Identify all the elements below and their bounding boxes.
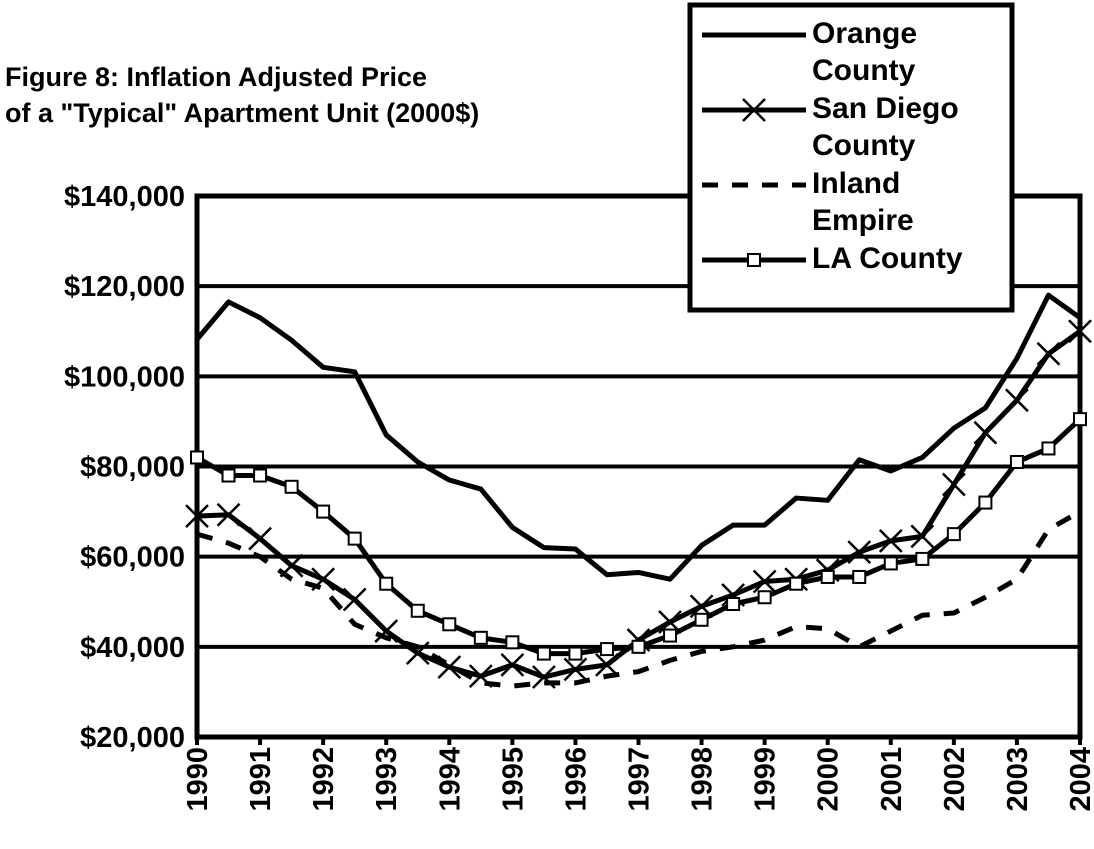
point-marker bbox=[973, 420, 998, 445]
point-marker bbox=[726, 597, 741, 612]
point-marker bbox=[883, 556, 898, 571]
point-marker bbox=[379, 576, 394, 591]
point-marker bbox=[789, 576, 804, 591]
y-tick-label: $20,000 bbox=[80, 722, 185, 754]
point-marker bbox=[216, 502, 241, 527]
point-marker bbox=[563, 657, 588, 682]
point-marker bbox=[342, 587, 367, 612]
x-tick-label: 1998 bbox=[687, 747, 719, 812]
point-marker bbox=[1009, 454, 1024, 469]
point-marker bbox=[190, 450, 204, 465]
point-marker bbox=[663, 628, 678, 643]
point-marker bbox=[694, 612, 709, 627]
x-tick-label: 2000 bbox=[813, 747, 845, 812]
x-tick-label: 1991 bbox=[245, 747, 277, 812]
legend-label: Inland Empire bbox=[812, 167, 914, 237]
y-tick-label: $80,000 bbox=[80, 452, 185, 484]
point-marker bbox=[568, 646, 583, 661]
point-marker bbox=[284, 479, 299, 494]
y-tick-label: $40,000 bbox=[80, 632, 185, 664]
point-marker bbox=[878, 529, 903, 553]
legend-marker bbox=[747, 253, 761, 267]
chart-title: of a "Typical" Apartment Unit (2000$) bbox=[5, 98, 479, 128]
point-marker bbox=[410, 603, 425, 618]
y-tick-label: $100,000 bbox=[64, 361, 185, 393]
point-marker bbox=[442, 617, 457, 632]
point-marker bbox=[1068, 319, 1092, 344]
x-tick-label: 1993 bbox=[371, 747, 403, 812]
point-marker bbox=[941, 472, 966, 497]
point-marker bbox=[248, 526, 272, 551]
point-marker bbox=[915, 551, 930, 566]
x-tick-label: 1994 bbox=[434, 747, 466, 812]
point-marker bbox=[374, 619, 399, 643]
point-marker bbox=[752, 569, 777, 594]
point-marker bbox=[847, 540, 872, 565]
point-marker bbox=[595, 652, 619, 677]
point-marker bbox=[599, 642, 614, 657]
x-tick-label: 1992 bbox=[308, 747, 340, 812]
point-marker bbox=[946, 527, 961, 542]
x-tick-label: 1996 bbox=[560, 747, 592, 812]
x-tick-label: 2002 bbox=[939, 747, 971, 812]
legend-label: LA County bbox=[812, 242, 963, 275]
point-marker bbox=[978, 495, 993, 510]
x-tick-label: 2003 bbox=[1002, 747, 1034, 812]
point-marker bbox=[1073, 412, 1087, 427]
point-marker bbox=[253, 468, 268, 483]
point-marker bbox=[757, 590, 772, 605]
x-tick-label: 1999 bbox=[750, 747, 782, 812]
point-marker bbox=[852, 569, 867, 584]
point-marker bbox=[536, 646, 551, 661]
plot-frame bbox=[194, 193, 1083, 740]
point-marker bbox=[500, 652, 525, 677]
series-line bbox=[195, 292, 1082, 582]
y-tick-label: $140,000 bbox=[64, 181, 185, 213]
chart-title: Figure 8: Inflation Adjusted Price bbox=[5, 62, 427, 92]
point-marker bbox=[910, 524, 935, 549]
point-marker bbox=[631, 639, 646, 654]
point-marker bbox=[347, 531, 362, 546]
y-tick-label: $120,000 bbox=[64, 271, 185, 303]
series-line bbox=[196, 329, 1082, 680]
point-marker bbox=[473, 630, 488, 645]
point-marker bbox=[316, 504, 331, 519]
point-marker bbox=[1041, 441, 1056, 456]
x-tick-label: 1990 bbox=[182, 747, 214, 812]
y-tick-label: $60,000 bbox=[80, 542, 185, 574]
point-marker bbox=[1036, 341, 1061, 366]
series-line bbox=[196, 509, 1082, 689]
x-tick-label: 2001 bbox=[876, 747, 908, 812]
legend-label: San Diego County bbox=[812, 92, 959, 162]
point-marker bbox=[185, 504, 209, 528]
x-tick-label: 1997 bbox=[624, 747, 656, 812]
legend-label: Orange County bbox=[812, 17, 918, 87]
point-marker bbox=[820, 569, 835, 584]
x-tick-label: 2004 bbox=[1065, 747, 1094, 812]
x-tick-label: 1995 bbox=[497, 747, 529, 812]
legend-marker bbox=[742, 98, 766, 122]
point-marker bbox=[1005, 388, 1029, 413]
point-marker bbox=[505, 635, 520, 650]
point-marker bbox=[221, 468, 236, 483]
